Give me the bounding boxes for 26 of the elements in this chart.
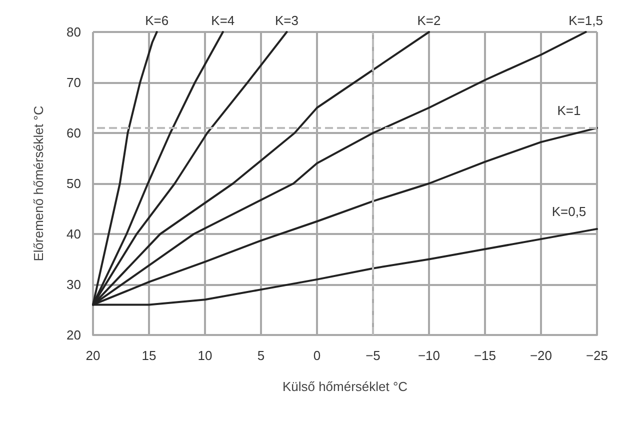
x-tick-label: −5: [366, 348, 380, 363]
series-label: K=1,5: [568, 13, 603, 28]
y-tick-label: 80: [66, 24, 81, 40]
x-axis-title: Külső hőmérséklet °C: [282, 379, 408, 394]
x-tick-label: 0: [313, 348, 321, 363]
y-tick-label: 40: [66, 226, 81, 242]
x-tick-label: 10: [198, 348, 212, 363]
x-tick-label: 20: [86, 348, 100, 363]
x-tick-label: −10: [418, 348, 440, 363]
y-tick-label: 30: [66, 277, 81, 292]
y-tick-label: 70: [66, 75, 81, 90]
series-label: K=3: [275, 13, 299, 28]
y-tick-label: 60: [66, 126, 81, 140]
series-label: K=2: [417, 13, 441, 28]
series-label: K=0,5: [552, 204, 586, 219]
y-tick-label: 20: [66, 328, 81, 342]
x-tick-label: −20: [530, 348, 552, 363]
x-tick-label: 5: [257, 348, 265, 363]
x-tick-label: −25: [586, 348, 608, 363]
series-label: K=4: [211, 13, 235, 28]
series-label: K=6: [145, 13, 169, 28]
series-label: K=1: [557, 102, 581, 118]
x-tick-label: 15: [142, 348, 156, 363]
x-tick-label: −15: [474, 348, 496, 363]
y-tick-label: 50: [66, 176, 81, 191]
y-axis-title: Előremenő hőmérséklet °C: [31, 106, 46, 262]
